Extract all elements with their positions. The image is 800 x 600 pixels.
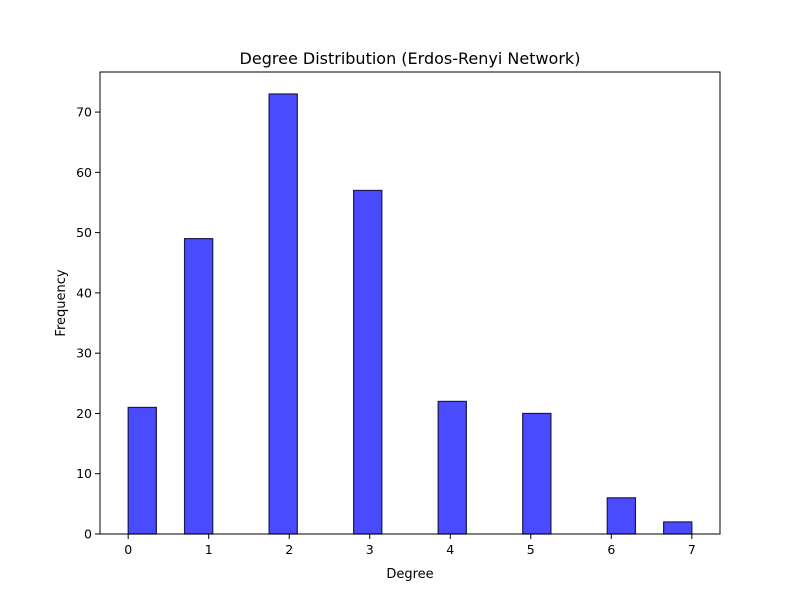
y-tick-label-5: 50: [76, 225, 92, 240]
x-tick-label-7: 7: [688, 542, 696, 557]
bar-0: [127, 406, 157, 535]
y-tick-label-1: 10: [76, 466, 92, 481]
x-tick-label-4: 4: [446, 542, 454, 557]
y-tick-label-2: 20: [76, 406, 92, 421]
y-tick-label-7: 70: [76, 105, 92, 120]
bar-6: [606, 497, 637, 535]
y-tick-label-0: 0: [84, 527, 92, 542]
bar-7: [663, 521, 693, 535]
bar-3: [353, 189, 383, 535]
bar-5: [522, 412, 552, 535]
y-tick-label-4: 40: [76, 285, 92, 300]
x-axis: 0 1 2 3 4 5 6 7: [124, 534, 696, 557]
chart-title: Degree Distribution (Erdos-Renyi Network…: [240, 49, 581, 68]
x-tick-label-0: 0: [124, 542, 132, 557]
y-axis: 0 10 20 30 40 50 60 70: [76, 105, 100, 542]
y-tick-label-3: 30: [76, 346, 92, 361]
x-axis-label: Degree: [386, 567, 433, 582]
x-tick-label-2: 2: [285, 542, 293, 557]
bar-1: [183, 238, 214, 535]
x-tick-label-3: 3: [366, 542, 374, 557]
x-tick-label-1: 1: [205, 542, 213, 557]
y-axis-label: Frequency: [54, 269, 69, 336]
bar-4: [437, 400, 467, 535]
plot-area: [127, 93, 693, 535]
bar-2: [268, 93, 298, 535]
x-tick-label-6: 6: [607, 542, 615, 557]
y-tick-label-6: 60: [76, 165, 92, 180]
axes-frame: [99, 71, 721, 535]
x-tick-label-5: 5: [527, 542, 535, 557]
